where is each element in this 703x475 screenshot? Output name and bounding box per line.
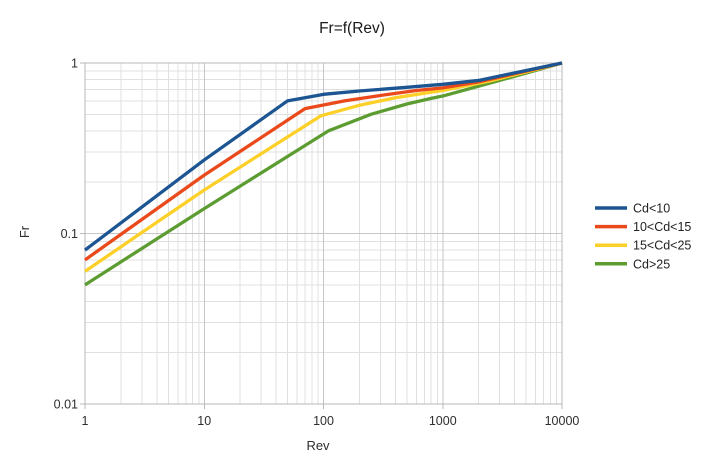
legend-item-cd-10[interactable]: Cd<10 xyxy=(595,202,670,216)
legend-label: Cd<10 xyxy=(633,202,670,216)
series-lines xyxy=(84,61,563,287)
series-line-10-cd-15[interactable] xyxy=(84,61,563,262)
axis-ticks xyxy=(80,62,563,409)
y-tick-label-1: 1 xyxy=(71,57,78,71)
legend-label: 10<Cd<15 xyxy=(633,220,691,234)
x-tick-label-1000: 1000 xyxy=(429,414,457,428)
y-tick-label-0.1: 0.1 xyxy=(61,227,78,241)
legend-label: 15<Cd<25 xyxy=(633,239,691,253)
series-line-cd-10[interactable] xyxy=(84,61,563,252)
axis-tick-labels: 1 10 100 1000 10000 1 0.1 0.01 xyxy=(54,57,580,429)
legend-item-15-cd-25[interactable]: 15<Cd<25 xyxy=(595,239,691,253)
x-tick-label-100: 100 xyxy=(313,414,334,428)
legend-item-cd-25[interactable]: Cd>25 xyxy=(595,257,670,271)
legend-item-10-cd-15[interactable]: 10<Cd<15 xyxy=(595,220,691,234)
legend-label: Cd>25 xyxy=(633,257,670,271)
series-line-cd-25[interactable] xyxy=(84,61,563,287)
chart-title: Fr=f(Rev) xyxy=(319,20,385,37)
x-tick-label-10: 10 xyxy=(197,414,211,428)
legend: Cd<10 10<Cd<15 15<Cd<25 Cd>25 xyxy=(595,202,691,271)
x-axis-title: Rev xyxy=(306,438,330,453)
x-tick-label-10000: 10000 xyxy=(545,414,580,428)
y-axis-title: Fr xyxy=(17,225,32,238)
x-tick-label-1: 1 xyxy=(82,414,89,428)
y-tick-label-0.01: 0.01 xyxy=(54,398,78,412)
